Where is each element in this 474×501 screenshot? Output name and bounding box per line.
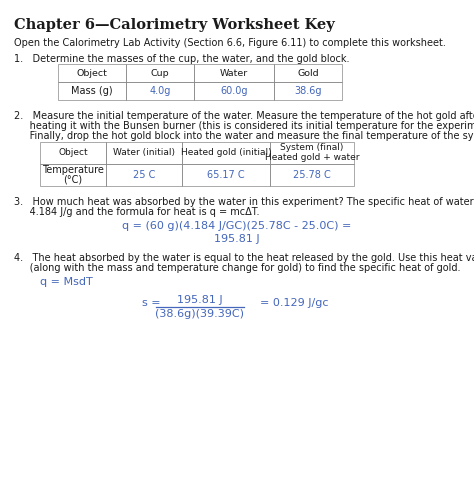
Text: (38.6g)(39.39C): (38.6g)(39.39C) bbox=[155, 309, 245, 318]
Text: 2.   Measure the initial temperature of the water. Measure the temperature of th: 2. Measure the initial temperature of th… bbox=[14, 111, 474, 121]
Text: 4.0g: 4.0g bbox=[149, 86, 171, 96]
Text: 65.17 C: 65.17 C bbox=[207, 170, 245, 180]
Bar bbox=[106, 165, 182, 187]
Text: 4.184 J/g and the formula for heat is q = mcΔT.: 4.184 J/g and the formula for heat is q … bbox=[14, 206, 259, 216]
Bar bbox=[274, 65, 342, 83]
Text: (°C): (°C) bbox=[64, 175, 82, 185]
Bar bbox=[182, 165, 270, 187]
Bar bbox=[182, 143, 270, 165]
Text: 38.6g: 38.6g bbox=[294, 86, 322, 96]
Text: System (final): System (final) bbox=[280, 143, 344, 152]
Text: Mass (g): Mass (g) bbox=[71, 86, 113, 96]
Text: Heated gold + water: Heated gold + water bbox=[265, 153, 359, 162]
Text: Finally, drop the hot gold block into the water and measure the final temperatur: Finally, drop the hot gold block into th… bbox=[14, 131, 474, 141]
Text: Gold: Gold bbox=[297, 68, 319, 77]
Bar bbox=[270, 165, 354, 187]
Bar bbox=[40, 165, 106, 187]
Text: q = (60 g)(4.184 J/GC)(25.78C - 25.0C) =: q = (60 g)(4.184 J/GC)(25.78C - 25.0C) = bbox=[122, 220, 352, 230]
Text: Heated gold (initial): Heated gold (initial) bbox=[181, 148, 271, 157]
Bar bbox=[194, 83, 274, 101]
Bar bbox=[106, 143, 182, 165]
Bar bbox=[126, 83, 194, 101]
Text: Water (initial): Water (initial) bbox=[113, 148, 175, 157]
Text: (along with the mass and temperature change for gold) to find the specific heat : (along with the mass and temperature cha… bbox=[14, 263, 461, 273]
Text: Open the Calorimetry Lab Activity (Section 6.6, Figure 6.11) to complete this wo: Open the Calorimetry Lab Activity (Secti… bbox=[14, 38, 446, 48]
Bar bbox=[194, 65, 274, 83]
Text: s =: s = bbox=[142, 298, 161, 308]
Bar bbox=[58, 65, 126, 83]
Text: 195.81 J: 195.81 J bbox=[177, 295, 223, 305]
Text: 60.0g: 60.0g bbox=[220, 86, 248, 96]
Text: heating it with the Bunsen burner (this is considered its initial temperature fo: heating it with the Bunsen burner (this … bbox=[14, 121, 474, 131]
Text: 3.   How much heat was absorbed by the water in this experiment? The specific he: 3. How much heat was absorbed by the wat… bbox=[14, 196, 474, 206]
Bar bbox=[40, 143, 106, 165]
Text: 195.81 J: 195.81 J bbox=[214, 233, 260, 243]
Text: Object: Object bbox=[58, 148, 88, 157]
Text: q = MsdT: q = MsdT bbox=[40, 277, 93, 287]
Text: 4.   The heat absorbed by the water is equal to the heat released by the gold. U: 4. The heat absorbed by the water is equ… bbox=[14, 253, 474, 263]
Text: Cup: Cup bbox=[151, 68, 169, 77]
Text: Object: Object bbox=[77, 68, 108, 77]
Text: 1.   Determine the masses of the cup, the water, and the gold block.: 1. Determine the masses of the cup, the … bbox=[14, 54, 349, 64]
Text: 25.78 C: 25.78 C bbox=[293, 170, 331, 180]
Bar bbox=[58, 83, 126, 101]
Text: Temperature: Temperature bbox=[42, 165, 104, 175]
Text: = 0.129 J/gc: = 0.129 J/gc bbox=[260, 298, 328, 308]
Bar bbox=[270, 143, 354, 165]
Bar bbox=[274, 83, 342, 101]
Bar bbox=[126, 65, 194, 83]
Text: 25 C: 25 C bbox=[133, 170, 155, 180]
Text: Water: Water bbox=[220, 68, 248, 77]
Text: Chapter 6—Calorimetry Worksheet Key: Chapter 6—Calorimetry Worksheet Key bbox=[14, 18, 335, 32]
